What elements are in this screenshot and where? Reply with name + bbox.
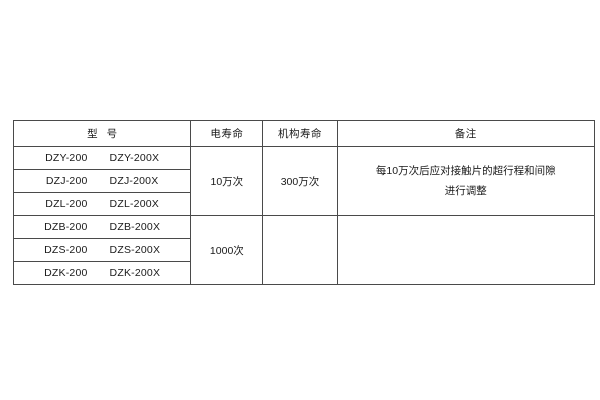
model-name-primary: DZJ-200 xyxy=(45,175,88,187)
model-name-variant: DZL-200X xyxy=(109,198,160,210)
remarks-line-1: 每10万次后应对接触片的超行程和间隙 xyxy=(375,164,556,177)
model-name-variant: DZB-200X xyxy=(109,221,161,233)
column-header-model-char2: 号 xyxy=(106,128,118,140)
model-pair: DZJ-200 DZJ-200X xyxy=(14,175,190,187)
model-cell: DZS-200 DZS-200X xyxy=(12,238,192,262)
specification-table-container: 型号 电寿命 机构寿命 备注 DZY-200 DZY-200X 10万次 300… xyxy=(12,120,596,285)
model-cell: DZL-200 DZL-200X xyxy=(12,192,192,216)
model-name-primary: DZL-200 xyxy=(45,198,88,210)
model-name-variant: DZS-200X xyxy=(109,244,161,256)
model-pair: DZB-200 DZB-200X xyxy=(14,221,190,233)
model-pair: DZK-200 DZK-200X xyxy=(14,267,190,279)
electrical-life-value-group-1: 10万次 xyxy=(190,146,264,216)
remarks-value-group-2 xyxy=(336,215,596,285)
model-pair: DZS-200 DZS-200X xyxy=(14,244,190,256)
electrical-life-value-group-2: 1000次 xyxy=(190,215,264,285)
column-header-model-char1: 型 xyxy=(87,128,98,140)
model-cell: DZJ-200 DZJ-200X xyxy=(12,169,192,193)
model-name-primary: DZS-200 xyxy=(44,244,88,256)
table-row: DZY-200 DZY-200X 10万次 300万次 每10万次后应对接触片的… xyxy=(12,146,596,216)
column-header-electrical-life: 电寿命 xyxy=(190,120,264,147)
model-name-primary: DZY-200 xyxy=(45,152,88,164)
model-cell: DZB-200 DZB-200X xyxy=(12,215,192,239)
remarks-value-group-1: 每10万次后应对接触片的超行程和间隙 进行调整 xyxy=(336,146,596,216)
column-header-model: 型号 xyxy=(12,120,192,147)
model-cell: DZK-200 DZK-200X xyxy=(12,261,192,285)
table-row: DZL-200 DZL-200X xyxy=(12,192,595,216)
table-row: DZK-200 DZK-200X xyxy=(12,261,595,285)
model-cell: DZY-200 DZY-200X xyxy=(12,146,192,170)
model-pair: DZY-200 DZY-200X xyxy=(14,152,190,164)
model-name-primary: DZB-200 xyxy=(44,221,88,233)
mechanical-life-value-group-2 xyxy=(262,215,338,285)
mechanical-life-value-group-1: 300万次 xyxy=(262,146,338,216)
model-name-variant: DZK-200X xyxy=(109,267,161,279)
model-name-variant: DZY-200X xyxy=(109,152,160,164)
table-row: DZB-200 DZB-200X 1000次 xyxy=(12,215,596,285)
model-name-primary: DZK-200 xyxy=(44,267,88,279)
table-row: DZJ-200 DZJ-200X xyxy=(12,169,595,193)
model-pair: DZL-200 DZL-200X xyxy=(14,198,190,210)
specification-table: 型号 电寿命 机构寿命 备注 DZY-200 DZY-200X 10万次 300… xyxy=(12,120,596,285)
model-name-variant: DZJ-200X xyxy=(109,175,159,187)
table-row: DZS-200 DZS-200X xyxy=(12,238,595,262)
table-header-row: 型号 电寿命 机构寿命 备注 xyxy=(12,120,596,147)
column-header-mechanical-life: 机构寿命 xyxy=(262,120,338,147)
remarks-line-2: 进行调整 xyxy=(444,185,487,197)
column-header-remarks: 备注 xyxy=(336,120,596,147)
